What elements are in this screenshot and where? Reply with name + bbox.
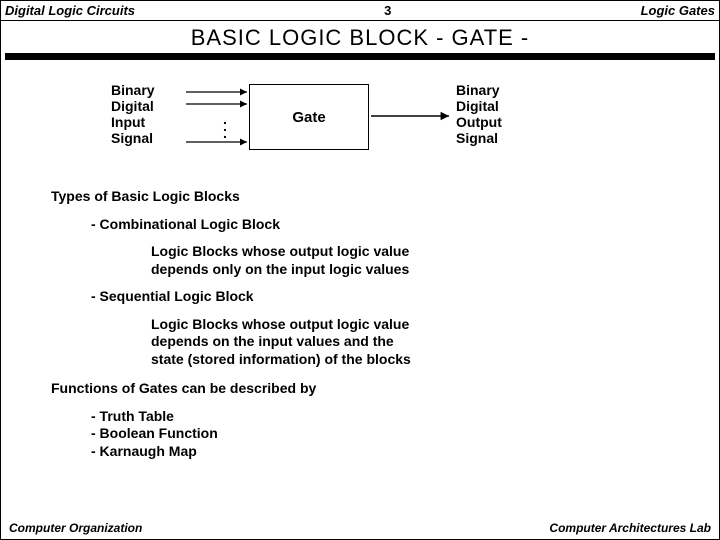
output-signal-label: Binary Digital Output Signal [456,82,502,146]
slide-title: BASIC LOGIC BLOCK - GATE - [1,21,719,53]
gate-box: Gate [249,84,369,150]
gate-box-label: Gate [292,109,325,126]
output-label-line: Digital [456,98,502,114]
slide-body: Types of Basic Logic Blocks - Combinatio… [1,188,719,460]
functions-item: - Karnaugh Map [91,443,669,461]
sequential-desc-line: depends on the input values and the [151,333,669,351]
sequential-desc-line: Logic Blocks whose output logic value [151,316,669,334]
ellipsis-dots: ... [223,116,227,137]
combinational-title: - Combinational Logic Block [91,216,669,234]
output-label-line: Binary [456,82,502,98]
title-underline [5,53,715,60]
combinational-desc-line: Logic Blocks whose output logic value [151,243,669,261]
gate-diagram: Binary Digital Input Signal ... Gate Bin… [1,74,719,174]
output-label-line: Signal [456,130,502,146]
footer-left: Computer Organization [9,521,142,535]
slide-header: Digital Logic Circuits 3 Logic Gates [1,1,719,21]
sequential-desc-line: state (stored information) of the blocks [151,351,669,369]
output-label-line: Output [456,114,502,130]
header-right: Logic Gates [641,3,715,18]
combinational-desc-line: depends only on the input logic values [151,261,669,279]
header-left: Digital Logic Circuits [5,3,135,18]
types-heading: Types of Basic Logic Blocks [51,188,669,206]
slide-footer: Computer Organization Computer Architect… [1,521,719,535]
sequential-title: - Sequential Logic Block [91,288,669,306]
footer-right: Computer Architectures Lab [549,521,711,535]
header-page-number: 3 [384,3,391,18]
functions-item: - Boolean Function [91,425,669,443]
functions-heading: Functions of Gates can be described by [51,380,669,398]
functions-item: - Truth Table [91,408,669,426]
